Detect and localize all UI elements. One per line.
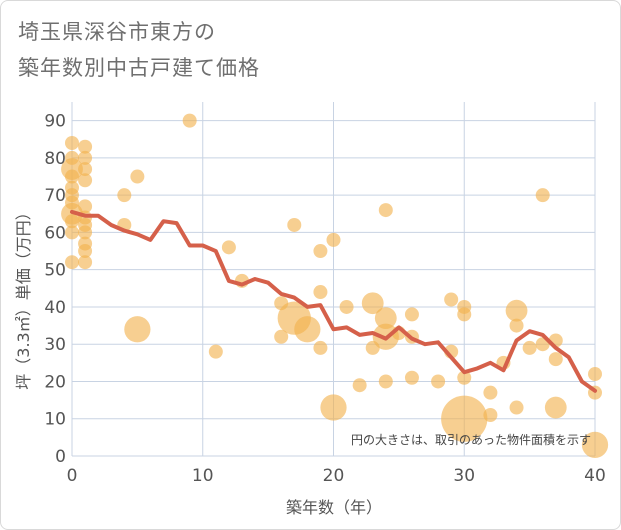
data-bubble bbox=[294, 316, 321, 343]
y-axis-label: 坪（3.3㎡）単価（万円） bbox=[14, 204, 33, 389]
data-bubble bbox=[78, 150, 93, 165]
data-bubble bbox=[130, 169, 145, 184]
data-bubble bbox=[378, 203, 393, 218]
chart-title-line-2: 築年数別中古戸建て価格 bbox=[18, 56, 260, 80]
data-bubble bbox=[509, 400, 524, 415]
data-bubble bbox=[326, 232, 341, 247]
data-bubble bbox=[65, 225, 79, 240]
data-bubble bbox=[78, 225, 93, 240]
data-bubble bbox=[287, 217, 302, 232]
average-line bbox=[70, 209, 597, 393]
data-bubble bbox=[548, 352, 563, 367]
data-bubble bbox=[313, 285, 328, 300]
y-tick-label: 20 bbox=[44, 372, 66, 392]
x-axis-label: 築年数（年） bbox=[286, 498, 382, 517]
data-bubble bbox=[78, 244, 93, 259]
y-tick-label: 70 bbox=[44, 186, 66, 206]
data-bubble bbox=[441, 395, 488, 442]
data-bubble bbox=[483, 385, 498, 400]
y-tick-label: 30 bbox=[44, 335, 66, 355]
chart-title: 埼玉県深谷市東方の 築年数別中古戸建て価格 bbox=[18, 14, 260, 86]
data-bubble bbox=[274, 329, 289, 344]
x-tick-label: 30 bbox=[453, 466, 475, 486]
data-bubble bbox=[78, 173, 93, 188]
y-tick-label: 40 bbox=[44, 298, 66, 318]
ticks: 0 10 20 30 40 50 60 70 80 90 0 10 20 30 40 bbox=[44, 112, 605, 486]
y-tick-label: 50 bbox=[44, 261, 66, 281]
data-bubble bbox=[124, 316, 151, 343]
data-bubble bbox=[78, 255, 93, 270]
data-bubble bbox=[457, 370, 472, 385]
data-bubble bbox=[65, 135, 79, 150]
average-price-line bbox=[70, 209, 597, 393]
y-tick-label: 90 bbox=[44, 112, 66, 132]
data-bubble bbox=[65, 255, 79, 270]
data-bubble bbox=[404, 370, 419, 385]
data-bubble bbox=[544, 396, 567, 419]
data-bubble bbox=[221, 240, 236, 255]
data-bubble bbox=[509, 318, 524, 333]
y-tick-label: 10 bbox=[44, 410, 66, 430]
y-tick-label: 0 bbox=[55, 447, 66, 467]
data-bubble bbox=[117, 188, 132, 203]
data-bubble bbox=[404, 307, 419, 322]
data-bubble bbox=[378, 374, 393, 389]
data-bubble bbox=[444, 292, 459, 307]
data-bubble bbox=[78, 162, 93, 177]
data-bubble bbox=[320, 394, 347, 421]
chart-title-line-1: 埼玉県深谷市東方の bbox=[18, 20, 216, 44]
data-bubble bbox=[182, 113, 197, 128]
data-bubble bbox=[361, 292, 384, 315]
data-bubble bbox=[78, 199, 93, 214]
data-bubble bbox=[313, 340, 328, 355]
data-bubble bbox=[65, 214, 79, 229]
data-bubble bbox=[522, 340, 537, 355]
data-bubble bbox=[339, 299, 354, 314]
x-tick-label: 40 bbox=[584, 466, 606, 486]
data-bubble bbox=[65, 169, 79, 184]
data-bubble bbox=[431, 374, 446, 389]
data-bubble bbox=[208, 344, 223, 359]
x-tick-label: 0 bbox=[67, 466, 78, 486]
data-bubble bbox=[588, 367, 602, 382]
data-bubble bbox=[374, 307, 397, 330]
x-tick-label: 20 bbox=[323, 466, 345, 486]
size-annotation: 円の大きさは、取引のあった物件面積を示す bbox=[351, 432, 591, 447]
y-tick-label: 60 bbox=[44, 223, 66, 243]
data-bubble bbox=[78, 139, 93, 154]
data-bubble bbox=[313, 244, 328, 259]
data-bubble bbox=[457, 307, 472, 322]
y-tick-label: 80 bbox=[44, 149, 66, 169]
data-bubble bbox=[505, 299, 528, 322]
data-bubble bbox=[483, 408, 498, 423]
x-tick-label: 10 bbox=[192, 466, 214, 486]
data-bubble bbox=[352, 378, 367, 393]
data-bubble bbox=[581, 431, 609, 458]
data-bubble bbox=[535, 188, 550, 203]
